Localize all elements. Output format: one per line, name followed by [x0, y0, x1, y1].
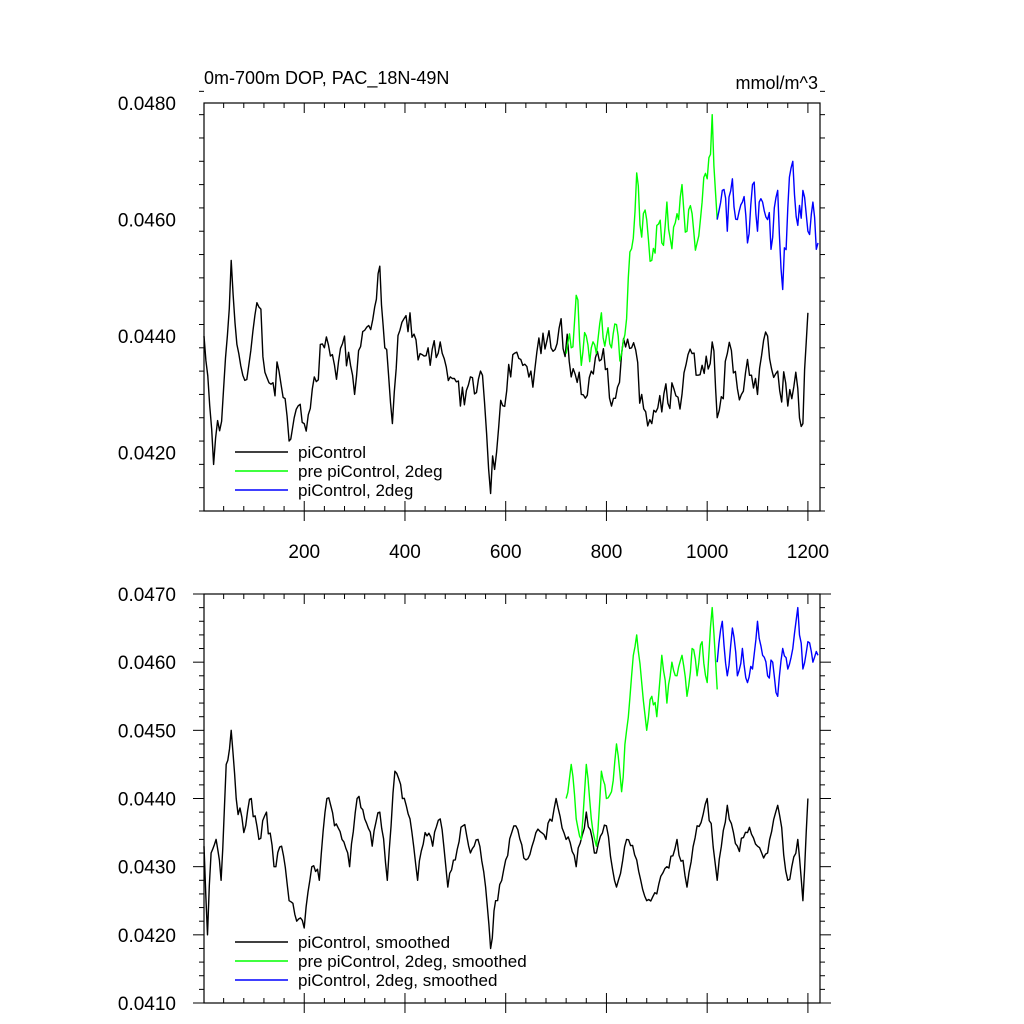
chart-title: 0m-700m DOP, PAC_18N-49N	[204, 68, 449, 89]
y-tick-label: 0.0470	[118, 585, 176, 606]
y-tick-label: 0.0480	[118, 94, 176, 115]
x-tick-label: 200	[288, 542, 320, 563]
x-tick-label: 1200	[787, 542, 829, 563]
y-tick-label: 0.0430	[118, 858, 176, 879]
series-line-1	[203, 729, 809, 950]
legend-label: piControl	[298, 443, 366, 462]
legend-label: piControl, 2deg	[298, 481, 413, 500]
chart-panel-1: 200 400 600 800 1000 1200 0.0420 0.0440 0.0460 0.…	[118, 68, 829, 563]
y-tick-label: 0.0420	[118, 444, 176, 465]
series-line-3	[716, 160, 819, 291]
series-line-2	[565, 114, 718, 366]
x-tick-label: 600	[490, 542, 522, 563]
legend-label: piControl, 2deg, smoothed	[298, 971, 497, 990]
plot-frame	[203, 102, 821, 512]
x-tick-label: 800	[591, 542, 623, 563]
legend-label: pre piControl, 2deg, smoothed	[298, 952, 527, 971]
y-tick-label: 0.0410	[118, 994, 176, 1015]
x-tick-label: 400	[389, 542, 421, 563]
y-tick-label: 0.0460	[118, 211, 176, 232]
y-tick-label: 0.0440	[118, 327, 176, 348]
chart-panel-2: 0.0410 0.0420 0.0430 0.0440 0.0450 0.0460 0.04…	[118, 585, 831, 1015]
series-line-1	[203, 259, 809, 495]
legend-label: pre piControl, 2deg	[298, 462, 443, 481]
y-tick-label: 0.0440	[118, 790, 176, 811]
y-tick-label: 0.0460	[118, 653, 176, 674]
legend-label: piControl, smoothed	[298, 933, 450, 952]
plot-frame	[203, 593, 821, 1004]
series-line-2	[565, 606, 718, 847]
x-tick-label: 1000	[686, 542, 728, 563]
y-tick-label: 0.0450	[118, 721, 176, 742]
units-label: mmol/m^3	[736, 73, 818, 93]
y-tick-label: 0.0420	[118, 926, 176, 947]
series-line-3	[716, 606, 819, 697]
